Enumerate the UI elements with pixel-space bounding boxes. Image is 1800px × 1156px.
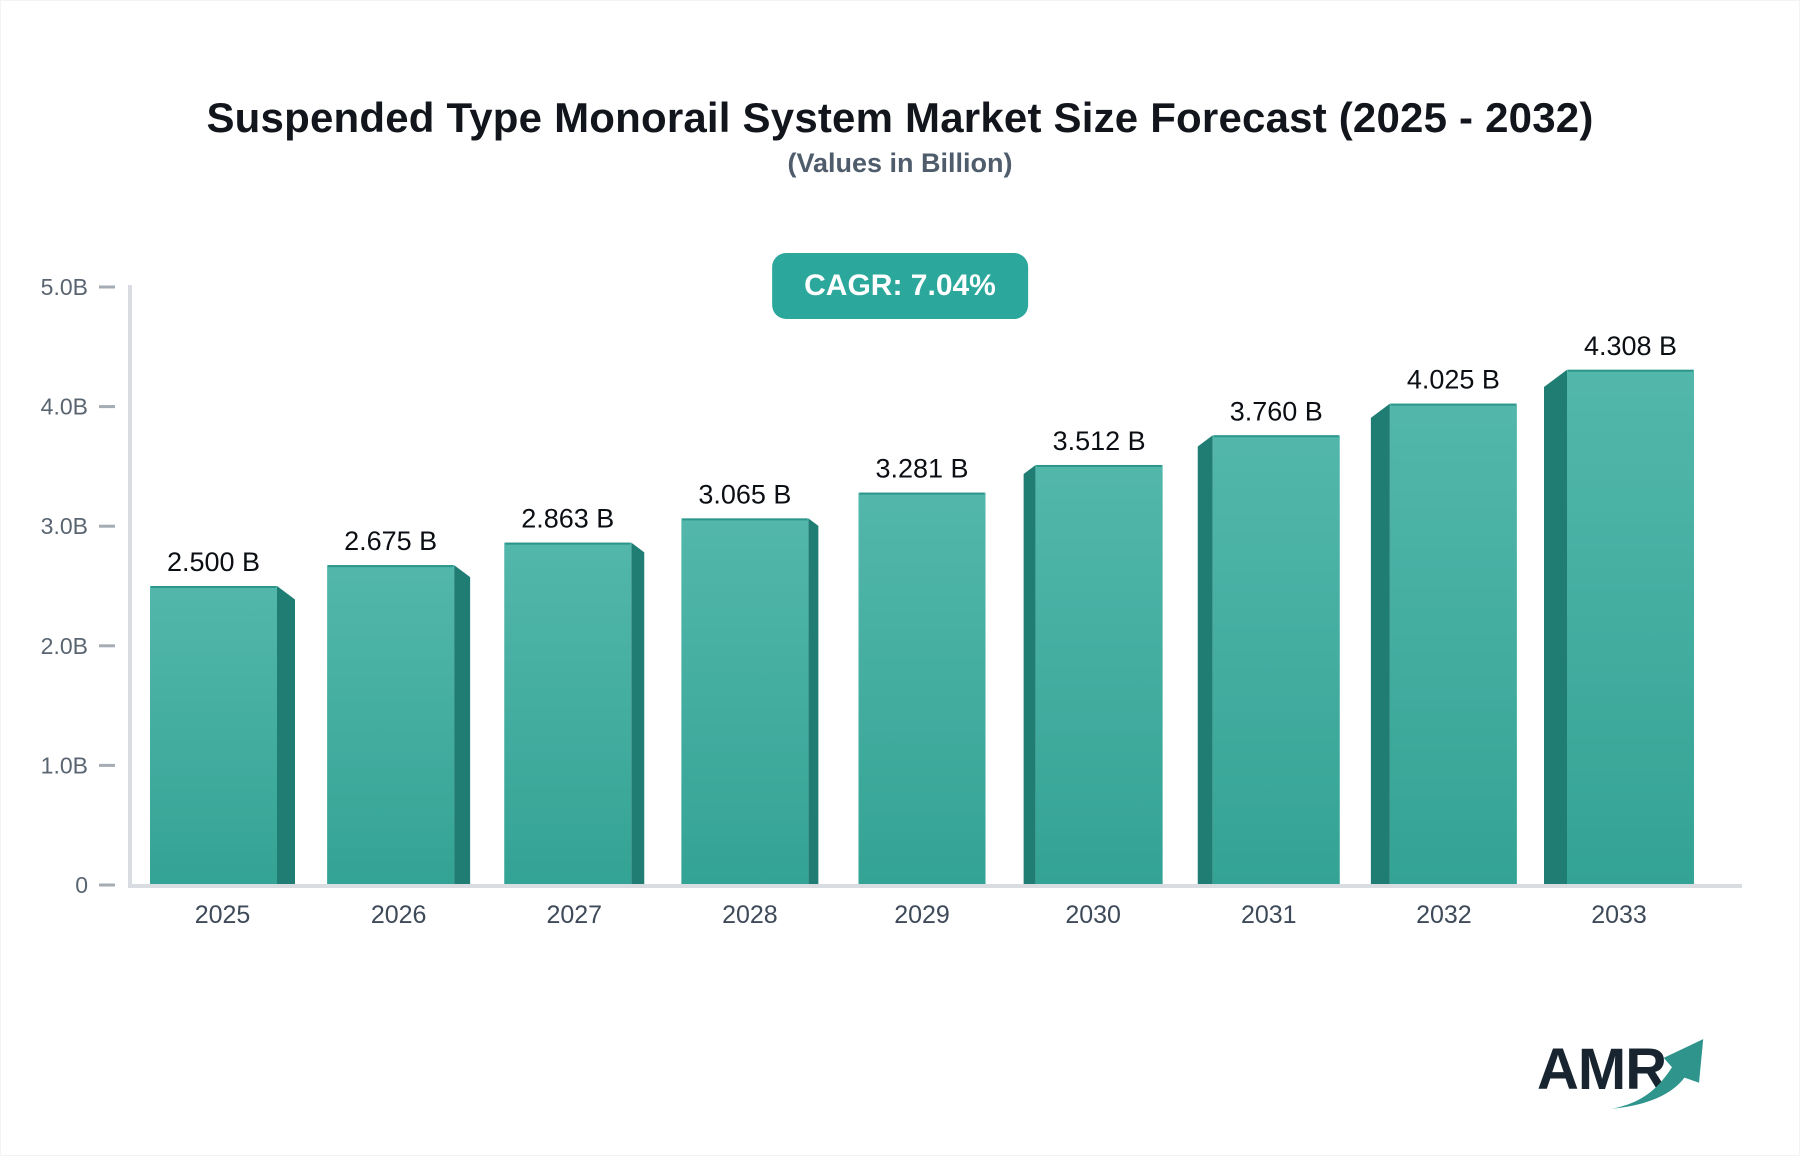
bar-2030: 3.512 B 2030 (1023, 426, 1163, 929)
bar-front-face (327, 565, 455, 885)
bar-value-label: 3.512 B (1053, 426, 1146, 456)
y-tick-mark (99, 285, 115, 289)
x-tick-label: 2026 (371, 901, 427, 929)
x-tick-label: 2028 (722, 901, 778, 929)
bar-value-label: 3.281 B (875, 454, 968, 484)
bar-value-label: 4.308 B (1584, 331, 1677, 361)
bar-2033: 4.308 B 2033 (1544, 331, 1694, 929)
bar-value-label: 4.025 B (1407, 365, 1500, 395)
bar-side-face (454, 565, 471, 885)
y-tick-mark (99, 644, 115, 648)
amr-logo: AMR (1537, 1036, 1717, 1126)
bar-value-label: 3.760 B (1230, 396, 1323, 426)
x-tick-label: 2031 (1241, 901, 1297, 929)
y-tick-label: 1.0B (41, 752, 88, 778)
y-axis-line (128, 285, 132, 887)
bar-side-face (1544, 369, 1567, 886)
bar-2026: 2.675 B 2026 (327, 526, 471, 929)
bar-2031: 3.760 B 2031 (1197, 396, 1340, 929)
bar-side-face (1023, 464, 1036, 885)
cagr-badge-label: CAGR: 7.04% (804, 269, 996, 302)
bar-front-face (681, 518, 809, 885)
amr-logo-text: AMR (1537, 1037, 1667, 1102)
y-tick-mark (99, 524, 115, 528)
x-tick-label: 2030 (1065, 901, 1121, 929)
x-tick-label: 2027 (546, 901, 602, 929)
bar-front-face (1035, 464, 1163, 885)
y-tick-label: 2.0B (41, 633, 88, 659)
x-tick-label: 2032 (1416, 901, 1472, 929)
y-tick-mark (99, 763, 115, 767)
bar-2029: 3.281 B 2029 (858, 454, 986, 929)
bar-side-face (631, 542, 645, 885)
x-tick-label: 2033 (1591, 901, 1647, 929)
page-title: Suspended Type Monorail System Market Si… (206, 94, 1594, 141)
bar-value-label: 2.863 B (521, 504, 614, 534)
bar-front-face (1212, 435, 1340, 885)
bar-side-face (808, 518, 819, 885)
bar-front-face (1567, 369, 1694, 886)
y-tick-label: 3.0B (41, 513, 88, 539)
x-axis-line (128, 884, 1742, 888)
y-tick-mark (99, 405, 115, 409)
cagr-badge: CAGR: 7.04% (772, 253, 1028, 319)
bar-2027: 2.863 B 2027 (504, 504, 645, 929)
y-tick-label: 4.0B (41, 394, 88, 420)
bar-2028: 3.065 B 2028 (681, 479, 819, 929)
bar-side-face (1370, 403, 1390, 885)
y-tick-mark (99, 883, 115, 887)
bar-2025: 2.500 B 2025 (150, 547, 295, 929)
bar-2032: 4.025 B 2032 (1370, 365, 1517, 929)
y-tick-label: 5.0B (41, 274, 88, 300)
page-subtitle: (Values in Billion) (787, 148, 1013, 178)
bar-side-face (277, 586, 295, 885)
bar-front-face (150, 586, 277, 885)
bar-front-face (504, 542, 632, 885)
bar-value-label: 2.500 B (167, 547, 260, 577)
growth-arrow-icon (1611, 1039, 1704, 1109)
bar-value-label: 2.675 B (344, 526, 437, 556)
x-tick-label: 2029 (894, 901, 950, 929)
x-tick-label: 2025 (195, 901, 251, 929)
bar-side-face (1197, 435, 1213, 885)
y-tick-label: 0 (75, 872, 88, 898)
bar-value-label: 3.065 B (698, 479, 791, 509)
bar-front-face (858, 492, 986, 885)
bar-front-face (1389, 403, 1517, 885)
